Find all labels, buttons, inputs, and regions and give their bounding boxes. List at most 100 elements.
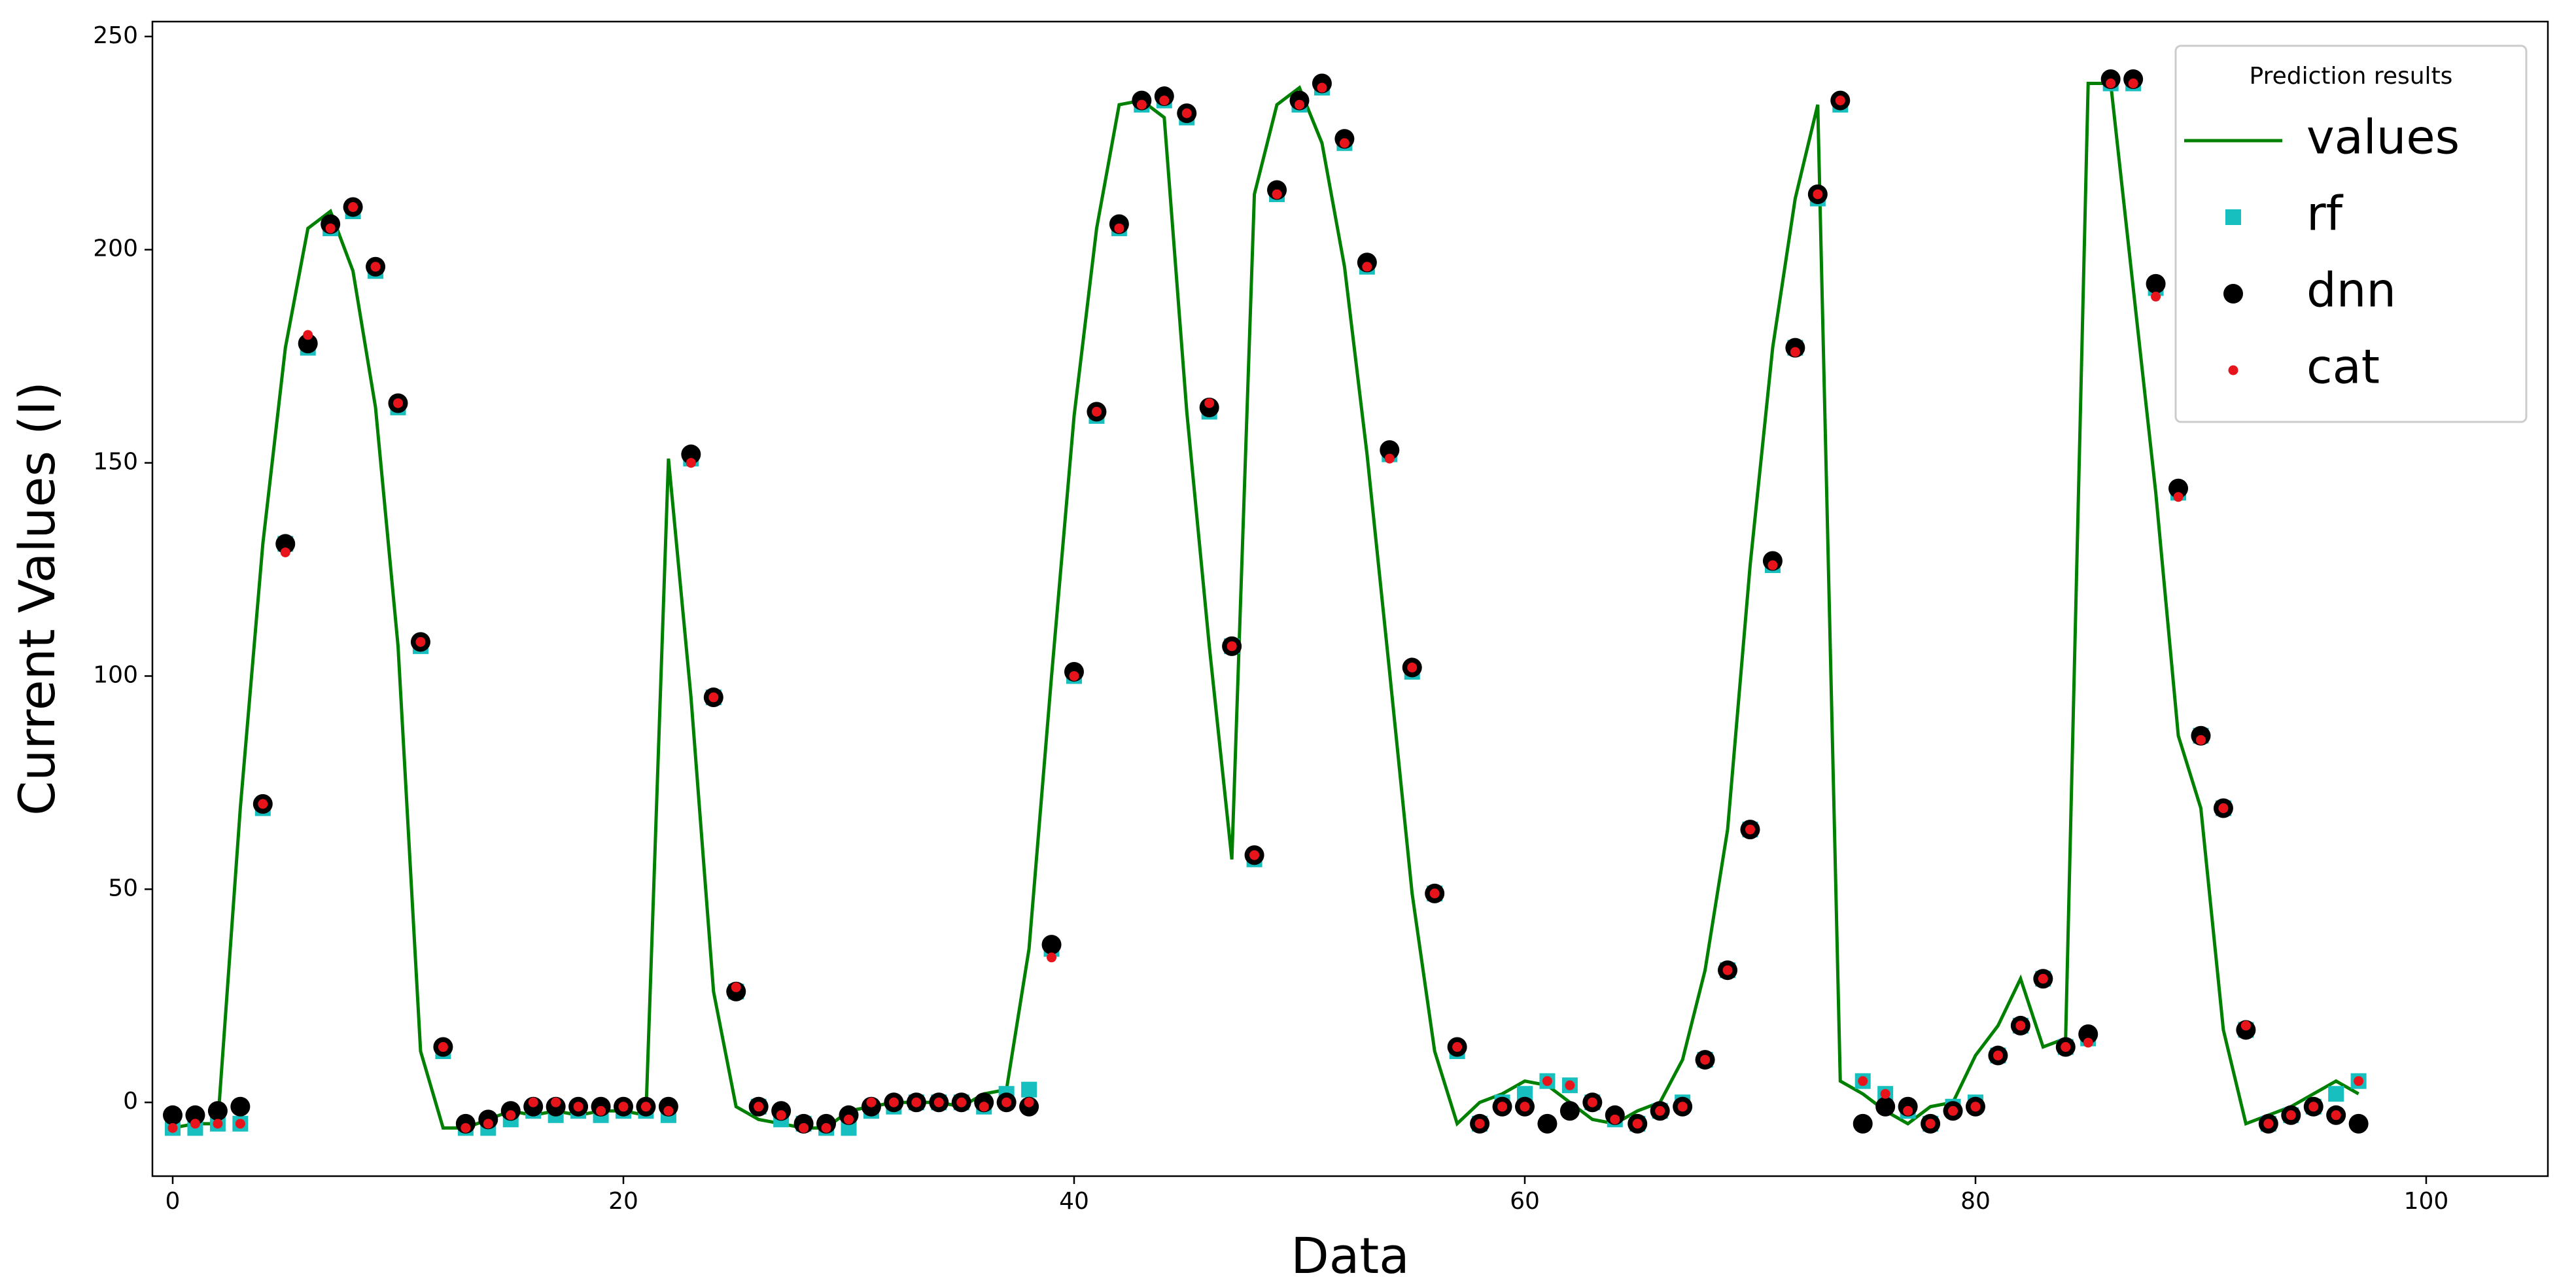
marker-circle bbox=[1537, 1113, 1558, 1134]
marker-dot bbox=[1339, 138, 1349, 148]
marker-dot bbox=[1091, 406, 1102, 417]
marker-dot bbox=[348, 202, 358, 213]
marker-square bbox=[1021, 1081, 1037, 1098]
x-tick-label: 100 bbox=[2404, 1188, 2449, 1215]
marker-dot bbox=[1159, 96, 1170, 106]
marker-dot bbox=[1745, 824, 1755, 835]
marker-dot bbox=[2038, 973, 2048, 984]
marker-dot bbox=[1970, 1102, 1981, 1112]
x-tick-label: 40 bbox=[1059, 1188, 1089, 1215]
marker-dot bbox=[2263, 1119, 2274, 1129]
marker-dot bbox=[1114, 223, 1124, 234]
marker-dot bbox=[866, 1097, 877, 1107]
marker-dot bbox=[754, 1102, 764, 1112]
marker-dot bbox=[776, 1110, 786, 1121]
marker-circle bbox=[681, 444, 701, 464]
marker-dot bbox=[483, 1119, 493, 1129]
plot-frame bbox=[151, 20, 2549, 1177]
marker-dot bbox=[1722, 965, 1733, 975]
marker-dot bbox=[528, 1097, 538, 1107]
marker-dot bbox=[956, 1097, 967, 1107]
marker-dot bbox=[213, 1119, 223, 1129]
marker-dot bbox=[573, 1102, 583, 1112]
marker-dot bbox=[911, 1097, 922, 1107]
x-axis-label: Data bbox=[1291, 1227, 1409, 1285]
marker-circle bbox=[163, 1105, 183, 1125]
x-tick-label: 0 bbox=[165, 1188, 181, 1215]
legend-label: values bbox=[2306, 110, 2460, 165]
marker-dot bbox=[1452, 1042, 1463, 1053]
marker-dot bbox=[2151, 291, 2161, 302]
marker-circle bbox=[298, 334, 318, 354]
marker-dot bbox=[1993, 1051, 2003, 1061]
marker-dot bbox=[370, 262, 381, 272]
marker-dot bbox=[1610, 1114, 1620, 1124]
y-tick-label: 100 bbox=[93, 661, 138, 688]
marker-dot bbox=[2218, 803, 2229, 814]
marker-circle bbox=[1853, 1113, 1873, 1134]
marker-dot bbox=[663, 1105, 674, 1116]
y-tick-label: 150 bbox=[93, 449, 138, 476]
marker-dot bbox=[1429, 888, 1440, 899]
marker-dot bbox=[1272, 189, 1282, 200]
marker-dot bbox=[551, 1097, 561, 1107]
legend-label: cat bbox=[2306, 339, 2380, 394]
marker-dot bbox=[280, 547, 290, 557]
marker-circle bbox=[1041, 935, 1062, 955]
marker-dot bbox=[1925, 1119, 1936, 1129]
marker-circle bbox=[185, 1105, 205, 1125]
marker-dot bbox=[438, 1042, 448, 1053]
marker-dot bbox=[888, 1097, 899, 1107]
marker-dot bbox=[1317, 82, 1327, 93]
marker-dot bbox=[2061, 1042, 2071, 1053]
marker-dot bbox=[1204, 398, 1215, 408]
x-tick-label: 80 bbox=[1960, 1188, 1991, 1215]
marker-dot bbox=[1294, 99, 1304, 110]
marker-square bbox=[2225, 209, 2241, 225]
marker-dot bbox=[1767, 560, 1778, 570]
legend-label: rf bbox=[2306, 186, 2344, 241]
marker-dot bbox=[843, 1114, 854, 1124]
marker-dot bbox=[640, 1102, 651, 1112]
marker-dot bbox=[933, 1097, 944, 1107]
series-line bbox=[172, 82, 2359, 1130]
marker-dot bbox=[1880, 1088, 1890, 1099]
marker-dot bbox=[2228, 365, 2238, 375]
marker-dot bbox=[1632, 1119, 1643, 1129]
marker-dot bbox=[1001, 1097, 1012, 1107]
legend-title: Prediction results bbox=[2250, 63, 2453, 90]
marker-dot bbox=[618, 1102, 629, 1112]
marker-dot bbox=[2173, 492, 2184, 502]
marker-dot bbox=[235, 1119, 245, 1129]
marker-dot bbox=[1384, 453, 1395, 464]
marker-circle bbox=[275, 534, 296, 554]
marker-dot bbox=[1227, 641, 1237, 652]
marker-dot bbox=[1677, 1102, 1688, 1112]
marker-circle bbox=[207, 1101, 228, 1121]
marker-dot bbox=[1181, 108, 1192, 118]
marker-dot bbox=[596, 1105, 606, 1116]
marker-dot bbox=[2128, 78, 2138, 89]
marker-circle bbox=[1380, 440, 1400, 461]
y-axis-label: Current Values (I) bbox=[8, 381, 66, 816]
x-tick-label: 20 bbox=[608, 1188, 638, 1215]
legend-label: dnn bbox=[2306, 263, 2396, 318]
marker-dot bbox=[1047, 952, 1057, 963]
marker-circle bbox=[2078, 1024, 2098, 1044]
marker-dot bbox=[393, 398, 404, 408]
marker-dot bbox=[979, 1102, 989, 1112]
marker-dot bbox=[506, 1110, 516, 1121]
marker-dot bbox=[2195, 735, 2206, 745]
marker-dot bbox=[303, 330, 313, 340]
y-tick-label: 250 bbox=[93, 22, 138, 49]
marker-circle bbox=[2146, 273, 2166, 294]
marker-dot bbox=[686, 458, 696, 468]
marker-dot bbox=[1520, 1102, 1530, 1112]
marker-dot bbox=[1136, 99, 1147, 110]
marker-dot bbox=[415, 636, 426, 647]
marker-dot bbox=[731, 982, 741, 992]
marker-dot bbox=[821, 1123, 831, 1133]
marker-circle bbox=[1559, 1101, 1580, 1121]
marker-dot bbox=[1407, 662, 1418, 672]
